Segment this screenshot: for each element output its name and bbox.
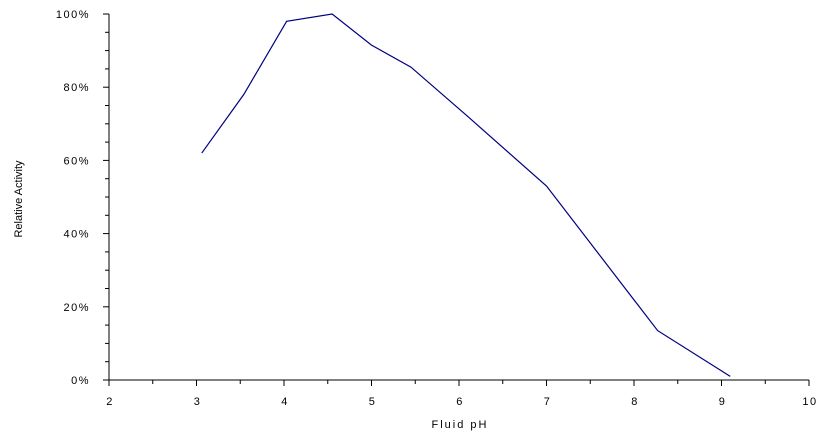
x-tick-label: 8 — [631, 396, 639, 408]
x-tick-label: 9 — [719, 396, 727, 408]
axis-ticks — [103, 13, 810, 386]
x-tick-label: 3 — [194, 396, 202, 408]
x-tick-labels: 2 3 4 5 6 7 8 9 10 — [106, 396, 817, 408]
x-tick-label: 7 — [544, 396, 552, 408]
x-tick-label: 6 — [456, 396, 464, 408]
y-tick-label: 80% — [63, 82, 90, 94]
x-tick-label: 4 — [281, 396, 289, 408]
y-tick-label: 0% — [71, 375, 90, 387]
series-line — [201, 13, 731, 377]
y-tick-labels: 0% 20% 40% 60% 80% 100% — [56, 9, 90, 387]
series-group — [201, 13, 731, 377]
x-tick-label: 5 — [369, 396, 377, 408]
y-tick-label: 40% — [63, 229, 90, 241]
y-tick-label: 60% — [63, 155, 90, 167]
x-axis-title: Fluid pH — [432, 419, 489, 431]
y-tick-label: 20% — [63, 302, 90, 314]
y-axis-title: Relative Activity — [13, 160, 25, 238]
y-tick-label: 100% — [56, 9, 90, 21]
x-tick-label: 2 — [106, 396, 114, 408]
x-tick-label: 10 — [802, 396, 817, 408]
